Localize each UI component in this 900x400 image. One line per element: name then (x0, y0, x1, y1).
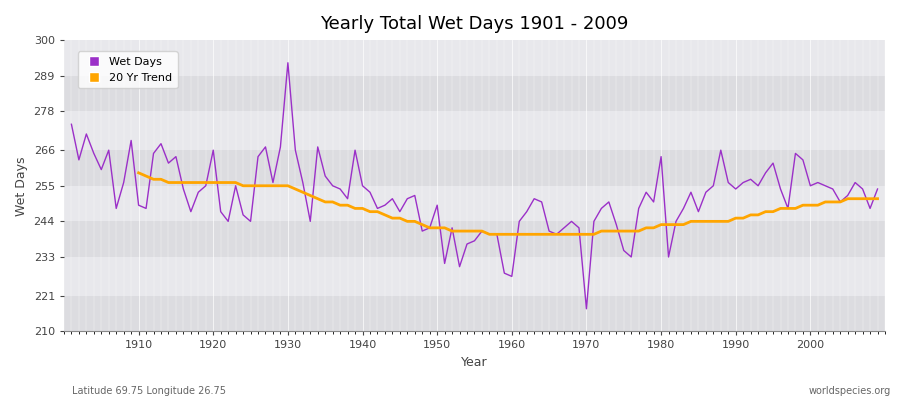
Bar (64, 40, 885, 76)
Bar (64, 186, 885, 221)
Y-axis label: Wet Days: Wet Days (15, 156, 28, 216)
Text: Latitude 69.75 Longitude 26.75: Latitude 69.75 Longitude 26.75 (72, 386, 226, 396)
Bar (64, 76, 885, 111)
Bar (64, 221, 885, 257)
Legend: Wet Days, 20 Yr Trend: Wet Days, 20 Yr Trend (77, 52, 177, 88)
Title: Yearly Total Wet Days 1901 - 2009: Yearly Total Wet Days 1901 - 2009 (320, 15, 629, 33)
Bar (64, 150, 885, 186)
Bar (64, 257, 885, 296)
Text: worldspecies.org: worldspecies.org (809, 386, 891, 396)
Bar (64, 296, 885, 332)
X-axis label: Year: Year (461, 356, 488, 369)
Bar (64, 111, 885, 150)
